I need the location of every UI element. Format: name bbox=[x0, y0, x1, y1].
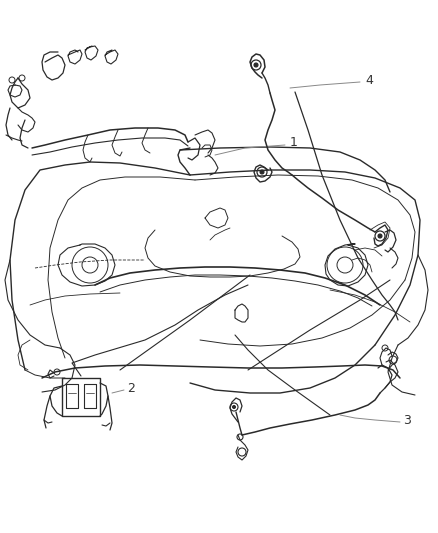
Text: 1: 1 bbox=[290, 136, 298, 149]
Text: 3: 3 bbox=[403, 414, 411, 426]
Text: 2: 2 bbox=[127, 382, 135, 394]
Circle shape bbox=[254, 63, 258, 67]
Text: 4: 4 bbox=[365, 74, 373, 86]
Circle shape bbox=[233, 406, 236, 408]
Circle shape bbox=[260, 170, 264, 174]
Circle shape bbox=[378, 234, 382, 238]
